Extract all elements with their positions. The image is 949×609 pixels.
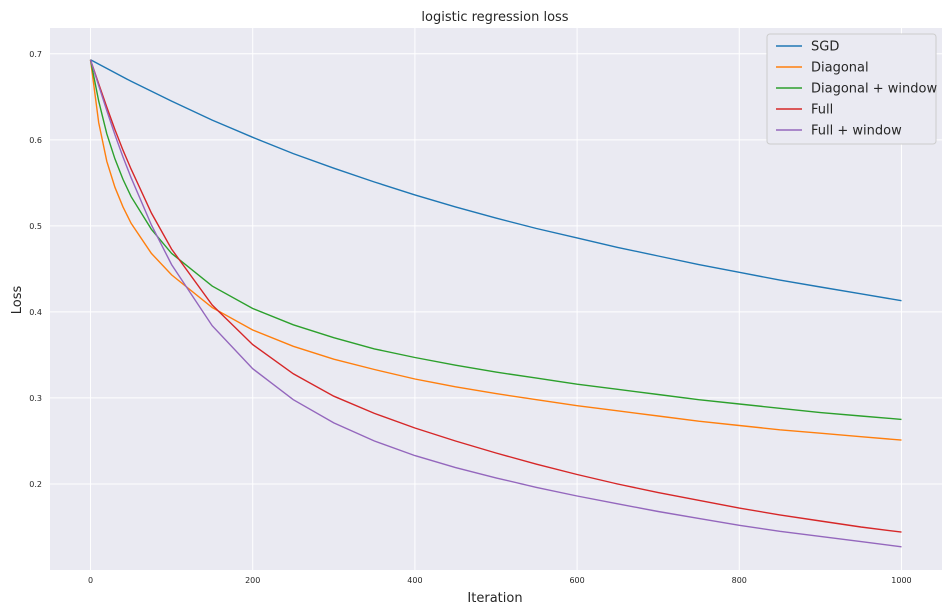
- y-tick-label: 0.2: [29, 480, 42, 489]
- legend-label-sgd: SGD: [811, 40, 839, 55]
- series-lines: [89, 59, 902, 548]
- y-tick-label: 0.3: [29, 394, 42, 403]
- series-line-full-window: [89, 59, 902, 548]
- x-tick-label: 1000: [891, 576, 911, 585]
- x-tick-label: 400: [407, 576, 422, 585]
- x-tick-labels: 0 200 400 600 800 1000: [88, 576, 912, 585]
- chart-title: logistic regression loss: [421, 10, 568, 25]
- legend: SGD Diagonal Diagonal + window Full Full + w…: [766, 33, 937, 145]
- y-tick-label: 0.4: [29, 308, 42, 317]
- x-tick-label: 600: [569, 576, 584, 585]
- x-tick-label: 200: [245, 576, 260, 585]
- legend-label-diagonal: Diagonal: [811, 61, 869, 76]
- series-line-diagonal-window: [89, 59, 902, 421]
- x-tick-label: 0: [88, 576, 93, 585]
- legend-label-diagonal-window: Diagonal + window: [811, 82, 937, 97]
- series-line-sgd: [90, 59, 902, 302]
- x-axis-label: Iteration: [467, 591, 522, 606]
- y-tick-labels: 0.2 0.3 0.4 0.5 0.6 0.7: [29, 50, 42, 489]
- legend-box: [766, 33, 937, 145]
- y-tick-label: 0.7: [29, 50, 42, 59]
- series-line-full: [89, 59, 902, 533]
- legend-label-full-window: Full + window: [811, 124, 902, 139]
- y-tick-label: 0.6: [29, 136, 42, 145]
- series-line-diagonal: [89, 59, 902, 441]
- x-tick-label: 800: [732, 576, 747, 585]
- legend-label-full: Full: [811, 103, 833, 118]
- y-axis-label: Loss: [10, 286, 25, 315]
- y-tick-label: 0.5: [29, 222, 42, 231]
